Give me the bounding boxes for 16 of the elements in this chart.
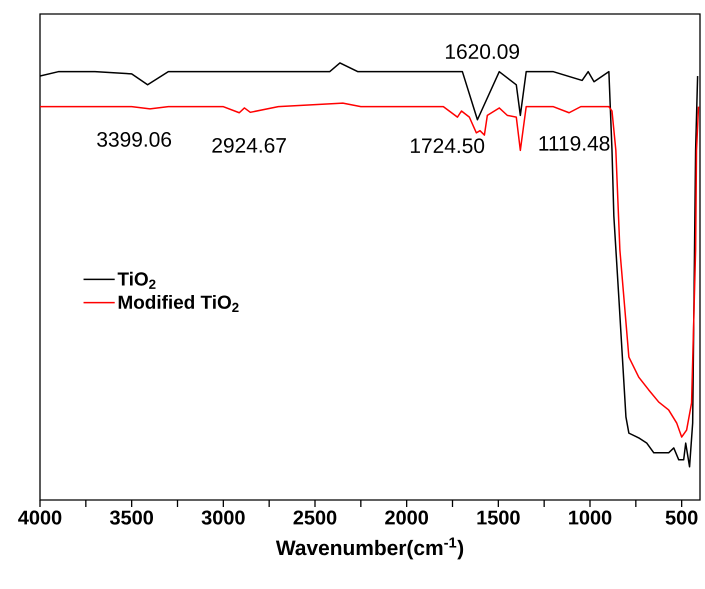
x-tick-label: 3000 xyxy=(202,510,245,525)
annotation: 1119.48 xyxy=(539,136,610,151)
x-tick-label: 1500 xyxy=(477,510,520,525)
legend-label: TiO$_{2}$ xyxy=(118,272,156,289)
x-tick-label: 1000 xyxy=(569,510,612,525)
annotation: 3399.06 xyxy=(97,132,172,147)
annotation: 1724.50 xyxy=(410,138,484,154)
x-axis-title: Wavenumber(cm$^{-1}$) xyxy=(276,537,464,560)
x-tick-label: 4000 xyxy=(18,510,62,525)
x-tick-label: 2500 xyxy=(294,510,336,525)
x-tick-label: 2000 xyxy=(385,510,428,525)
x-tick-label: 500 xyxy=(666,510,698,525)
text: 1620.09 xyxy=(446,44,519,59)
annotation: 2924.67 xyxy=(212,138,286,153)
x-tick-label: 3500 xyxy=(110,510,154,525)
legend-label: Modified TiO$_{2}$ xyxy=(118,295,239,312)
